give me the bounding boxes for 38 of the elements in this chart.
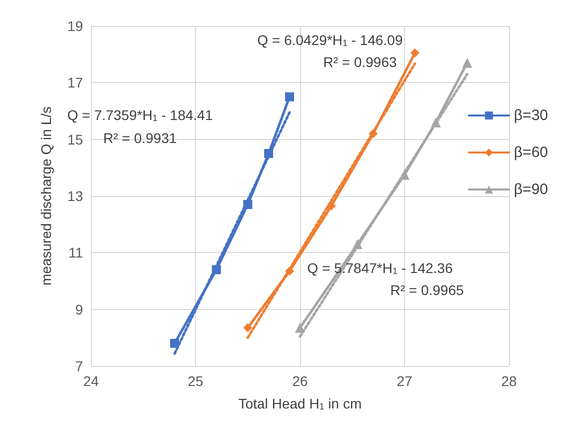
legend-label: β=90 — [514, 181, 548, 198]
point — [264, 149, 274, 158]
point — [462, 58, 472, 68]
y-tick-label: 11 — [68, 244, 84, 261]
point — [326, 201, 336, 210]
point — [295, 322, 305, 333]
annotation: R² = 0.9965 — [390, 282, 464, 298]
point — [243, 323, 252, 332]
annotation: Q = 7.7359*H1 - 184.41 — [67, 107, 213, 123]
y-axis-title: measured discharge Q in L/s — [38, 106, 54, 286]
y-tick-label: 7 — [75, 358, 84, 374]
point — [410, 48, 420, 58]
legend-label: β=60 — [514, 144, 548, 161]
x-tick-label: 27 — [396, 373, 412, 389]
point — [352, 239, 362, 250]
x-tick-label: 28 — [501, 373, 517, 389]
point — [212, 265, 221, 274]
y-tick-label: 17 — [67, 74, 84, 91]
point — [368, 129, 378, 138]
annotation: Q = 6.0429*H1 - 146.09 — [257, 32, 403, 48]
point — [243, 200, 252, 209]
x-tick-label: 26 — [292, 373, 308, 389]
legend-label: β=30 — [514, 107, 548, 124]
point — [285, 92, 294, 102]
x-tick-label: 24 — [83, 373, 99, 389]
point — [285, 266, 294, 276]
annotation: Q = 5.7847*H1 - 142.36 — [307, 260, 453, 276]
x-axis-title: Total Head H1 in cm — [238, 396, 362, 412]
point — [400, 170, 410, 180]
y-tick-label: 15 — [67, 131, 84, 148]
annotation: R² = 0.9963 — [323, 54, 397, 70]
x-tick-label: 25 — [188, 373, 204, 389]
y-tick-label: 19 — [67, 18, 84, 34]
y-tick-label: 9 — [75, 301, 84, 318]
y-tick-label: 13 — [67, 188, 84, 204]
annotation: R² = 0.9931 — [103, 130, 177, 146]
point — [430, 117, 441, 128]
point — [170, 338, 180, 348]
